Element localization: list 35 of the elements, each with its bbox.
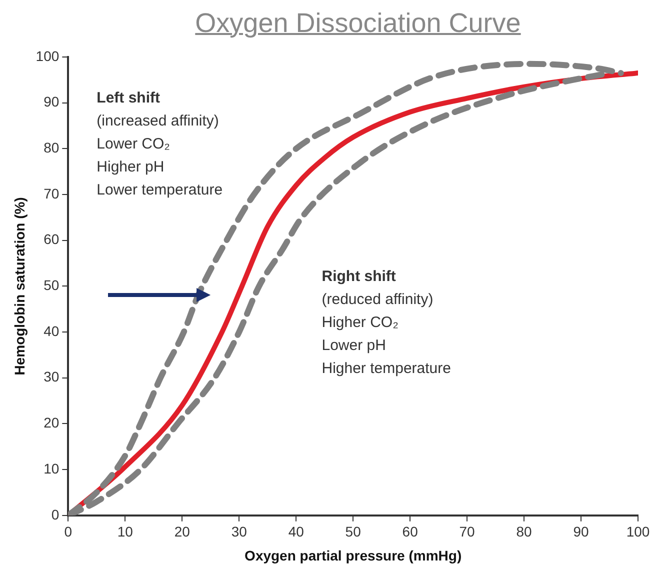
y-axis-title: Hemoglobin saturation (%) bbox=[11, 197, 28, 376]
annotation: Lower pH bbox=[322, 337, 386, 354]
x-axis-title: Oxygen partial pressure (mmHg) bbox=[244, 547, 462, 564]
x-tick-label: 90 bbox=[573, 524, 590, 540]
x-tick-label: 50 bbox=[345, 524, 362, 540]
chart-title: Oxygen Dissociation Curve bbox=[195, 8, 521, 38]
x-tick-label: 40 bbox=[288, 524, 304, 540]
annotation: Left shift bbox=[96, 89, 160, 106]
y-tick-label: 70 bbox=[44, 185, 60, 202]
annotation: Right shift bbox=[322, 268, 396, 286]
x-tick-label: 60 bbox=[402, 524, 418, 540]
annotation: Higher pH bbox=[96, 158, 164, 176]
y-tick-label: 50 bbox=[44, 277, 60, 294]
x-tick-label: 20 bbox=[174, 524, 190, 540]
y-tick-label: 100 bbox=[36, 48, 60, 64]
y-tick-label: 80 bbox=[44, 140, 60, 156]
annotation: Lower temperature bbox=[96, 181, 223, 198]
y-tick-label: 90 bbox=[44, 94, 60, 110]
x-tick-label: 70 bbox=[459, 524, 476, 540]
y-tick-label: 10 bbox=[44, 460, 60, 476]
annotation: Higher temperature bbox=[322, 360, 451, 378]
y-tick-label: 20 bbox=[44, 414, 60, 431]
y-tick-label: 40 bbox=[44, 322, 60, 339]
x-tick-label: 80 bbox=[516, 524, 532, 540]
annotation: (reduced affinity) bbox=[322, 291, 434, 308]
x-tick-label: 0 bbox=[64, 524, 72, 540]
y-tick-label: 30 bbox=[44, 368, 60, 385]
y-tick-label: 0 bbox=[51, 506, 60, 522]
x-tick-label: 30 bbox=[231, 524, 248, 540]
annotation: (increased affinity) bbox=[96, 112, 219, 130]
x-tick-label: 100 bbox=[626, 524, 650, 540]
x-tick-label: 10 bbox=[117, 524, 134, 540]
annotation: Lower CO₂ bbox=[96, 135, 170, 152]
annotation: Higher CO₂ bbox=[322, 314, 399, 332]
y-tick-label: 60 bbox=[44, 231, 60, 248]
